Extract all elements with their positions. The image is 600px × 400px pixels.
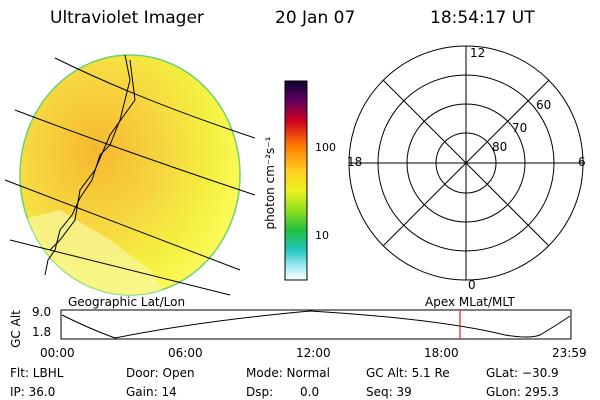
time-tick-1800: 18:00	[424, 346, 459, 360]
time-tick-1200: 12:00	[296, 346, 331, 360]
instrument-title: Ultraviolet Imager	[50, 8, 204, 28]
status-dsp-value: 0.0	[300, 385, 320, 399]
date-label: 20 Jan 07	[275, 8, 356, 28]
altitude-curve	[61, 310, 571, 339]
uv-earth-image	[4, 54, 256, 296]
altitude-strip-frame	[60, 309, 572, 340]
colorbar-tick-100: 100	[315, 141, 336, 154]
status-mode: Mode: Normal	[246, 366, 330, 380]
gc-alt-axis-label: GC Alt	[9, 310, 23, 348]
coastline	[44, 54, 131, 276]
time-label: 18:54:17 UT	[430, 8, 535, 28]
status-gc-alt: GC Alt: 5.1 Re	[366, 366, 450, 380]
gc-alt-tick-low: 1.8	[32, 325, 52, 339]
time-tick-0000: 00:00	[40, 346, 75, 360]
status-glon: GLon: 295.3	[486, 385, 559, 399]
geographic-latlon-label: Geographic Lat/Lon	[68, 295, 186, 309]
gc-alt-tick-high: 9.0	[32, 305, 52, 319]
polar-lat-70: 70	[512, 121, 528, 135]
polar-label-18: 18	[347, 155, 363, 169]
polar-label-6: 6	[578, 155, 586, 169]
status-flt: Flt: LBHL	[10, 366, 64, 380]
polar-label-0: 0	[468, 278, 476, 292]
status-door: Door: Open	[126, 366, 195, 380]
geo-grid-lines	[4, 57, 256, 296]
status-dsp-label: Dsp:	[246, 385, 274, 399]
status-ip: IP: 36.0	[10, 385, 56, 399]
altitude-strip-plot	[60, 309, 572, 340]
colorbar-tick-10: 10	[315, 229, 329, 242]
status-gain: Gain: 14	[126, 385, 177, 399]
time-tick-2359: 23:59	[552, 346, 587, 360]
polar-label-12: 12	[470, 46, 486, 60]
colorbar-unit-label: photon cm⁻²s⁻¹	[263, 136, 277, 230]
time-tick-0600: 06:00	[168, 346, 203, 360]
polar-lat-80: 80	[492, 140, 508, 154]
polar-plot	[348, 45, 584, 281]
status-seq: Seq: 39	[366, 385, 412, 399]
status-glat: GLat: −30.9	[486, 366, 559, 380]
polar-lat-60: 60	[536, 98, 552, 112]
polar-diagonal-2	[382, 79, 550, 247]
colorbar	[284, 80, 308, 281]
apex-mlat-mlt-label: Apex MLat/MLT	[425, 295, 515, 309]
